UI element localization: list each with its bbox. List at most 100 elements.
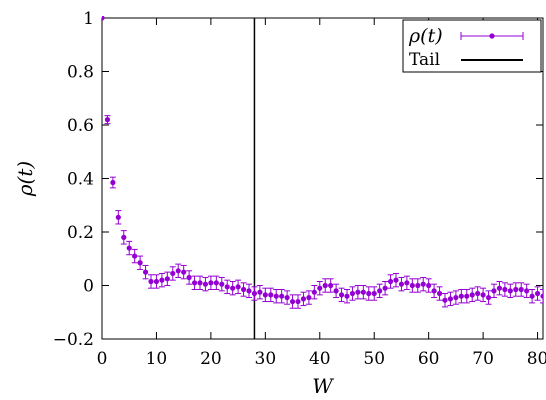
data-point (475, 290, 481, 297)
data-point (208, 280, 214, 286)
legend-point (489, 33, 495, 39)
data-point (317, 285, 323, 291)
data-point (502, 286, 508, 293)
x-axis-title: W (312, 374, 334, 398)
legend-sample-rho (460, 32, 524, 40)
data-point (257, 289, 263, 295)
y-tick-label: 0 (83, 277, 94, 297)
data-point (251, 290, 258, 297)
data-point (431, 288, 437, 294)
data-point (110, 179, 116, 186)
data-point (289, 298, 296, 305)
y-tick-label: 1 (83, 9, 94, 29)
data-point (540, 293, 543, 299)
data-point (191, 280, 198, 286)
data-point (159, 277, 165, 283)
data-point (507, 288, 513, 294)
data-point (534, 290, 541, 297)
legend-label-rho: ρ(t) (408, 25, 443, 47)
data-point (262, 292, 268, 298)
data-point (306, 294, 312, 301)
data-point (284, 294, 290, 301)
data-point (491, 288, 497, 294)
y-tick-label: 0.2 (67, 223, 94, 243)
data-point (126, 245, 132, 251)
data-point (181, 269, 187, 275)
data-point (518, 286, 524, 293)
data-point (398, 281, 405, 287)
data-point (300, 296, 307, 302)
data-point (230, 285, 236, 291)
data-point (268, 292, 274, 298)
data-point (387, 278, 394, 285)
legend-box (402, 19, 542, 73)
data-point (480, 292, 486, 298)
data-point (393, 277, 399, 283)
data-point (366, 290, 372, 297)
plot-layer (102, 16, 543, 339)
data-point (235, 284, 241, 290)
data-point (137, 260, 143, 266)
data-point (485, 294, 492, 301)
data-point (186, 274, 192, 281)
data-point (102, 16, 105, 21)
data-point (240, 286, 247, 293)
data-point (420, 281, 426, 287)
data-point (148, 278, 154, 285)
data-point (224, 284, 230, 290)
data-point (349, 290, 356, 297)
data-point (328, 282, 334, 289)
data-point (202, 281, 209, 287)
x-tick-label: 60 (418, 349, 440, 369)
y-tick-label: 0.4 (67, 170, 94, 190)
x-tick-label: 20 (200, 349, 222, 369)
data-point (404, 280, 410, 286)
data-point (382, 285, 388, 291)
data-point (529, 293, 535, 299)
data-point (426, 282, 432, 289)
data-point (213, 280, 219, 286)
data-point (355, 289, 361, 295)
x-tick-label: 80 (527, 349, 546, 369)
x-tick-label: 40 (309, 349, 331, 369)
data-point (170, 270, 176, 277)
legend-label-tail: Tail (409, 50, 440, 70)
data-point (142, 269, 149, 275)
data-point (121, 234, 127, 240)
y-axis-title: ρ(t) (13, 161, 37, 197)
data-point (333, 288, 339, 294)
data-point (338, 292, 345, 298)
data-point (360, 289, 366, 295)
data-point (246, 288, 252, 294)
y-tick-label: −0.2 (53, 330, 94, 350)
data-point (436, 290, 443, 297)
data-point (464, 293, 470, 299)
y-tick-label: 0.8 (67, 63, 94, 83)
data-point (219, 281, 225, 287)
x-tick-label: 50 (363, 349, 385, 369)
data-point (279, 293, 285, 299)
data-point (513, 286, 519, 293)
data-point (524, 288, 530, 294)
data-point (415, 282, 421, 289)
x-tick-label: 70 (472, 349, 494, 369)
data-point (453, 294, 459, 301)
data-point (311, 289, 317, 295)
data-point (115, 214, 121, 220)
tick-label-layer: −0.200.20.40.60.810 10 20 30 40 50 60 70 80 (53, 9, 546, 369)
data-point (104, 117, 111, 123)
x-tick-label: 30 (255, 349, 277, 369)
data-point (442, 297, 448, 303)
data-point (377, 288, 383, 294)
data-point (371, 290, 377, 297)
data-point (344, 293, 350, 299)
data-point (458, 293, 464, 299)
y-tick-label: 0.6 (67, 116, 94, 136)
data-point (496, 285, 503, 291)
data-point (322, 282, 328, 289)
x-tick-label: 0 (97, 349, 108, 369)
data-point (295, 298, 301, 305)
data-point (273, 293, 279, 299)
